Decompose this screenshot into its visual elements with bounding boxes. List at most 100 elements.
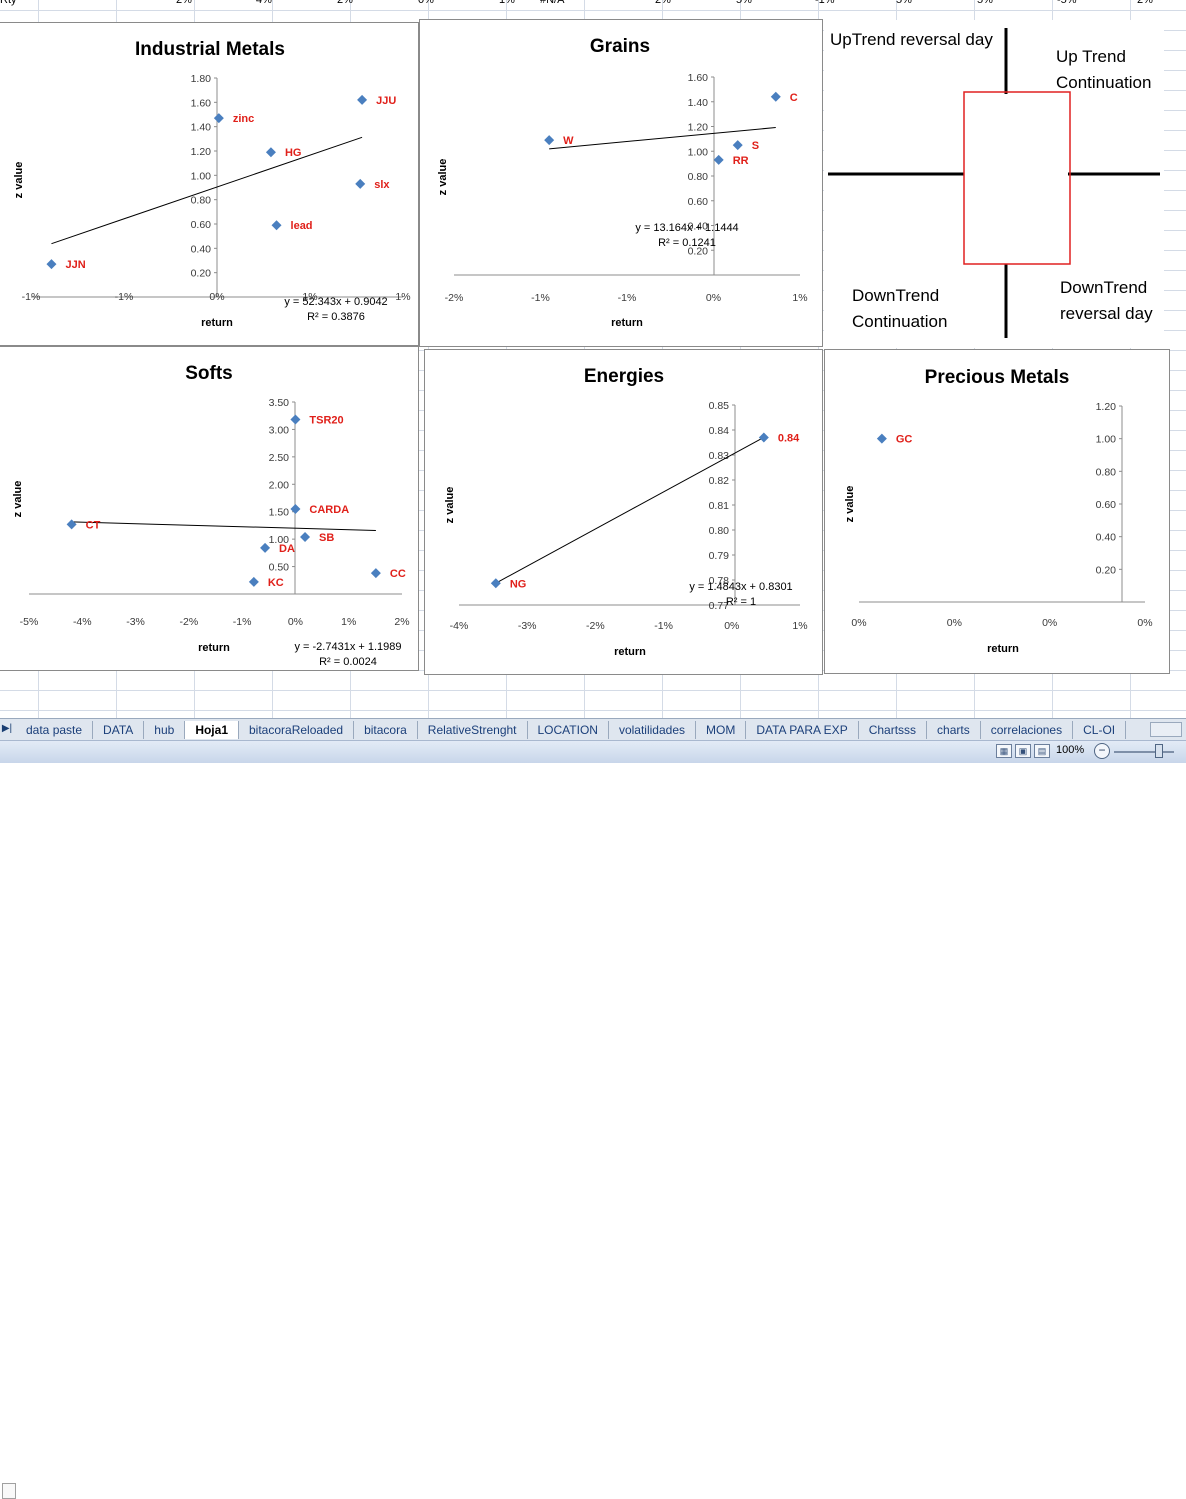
x-tick-label: -2% (586, 620, 605, 632)
y-tick-label: 1.20 (191, 146, 212, 158)
data-point-label: JJN (65, 259, 85, 271)
data-point-label: TSR20 (309, 415, 343, 427)
sheet-tab[interactable]: MOM (696, 721, 747, 739)
chart-precious-metals[interactable]: Precious Metals 0.20 0.40 0.60 0.80 1.00 1.20 0… (824, 349, 1170, 674)
chart-title: Precious Metals (925, 367, 1070, 388)
sheet-tab[interactable]: bitacoraReloaded (239, 721, 355, 739)
y-axis-label: z value (444, 487, 456, 524)
sheet-tab[interactable]: bitacora (354, 721, 418, 739)
x-axis-label: return (611, 317, 643, 329)
x-tick-label: 1% (395, 291, 410, 303)
y-tick-label: 0.60 (1096, 499, 1117, 511)
chart-title: Grains (590, 36, 650, 57)
top-row-cell[interactable]: 4% (256, 0, 272, 6)
data-point-label: slx (374, 179, 390, 191)
top-row-cell[interactable]: 0% (418, 0, 434, 6)
top-row-cell[interactable]: 2% (655, 0, 671, 6)
y-tick-label: 0.60 (191, 219, 212, 231)
y-tick-label: 1.60 (191, 97, 212, 109)
downtrend-continuation-label-1: DownTrend (852, 286, 939, 305)
candle-diagram-svg: UpTrend reversal day Up Trend Continuati… (828, 28, 1160, 338)
top-row-cell[interactable]: -5% (1057, 0, 1077, 6)
zoom-slider-thumb[interactable] (1155, 744, 1163, 758)
zoom-slider[interactable] (1114, 751, 1174, 753)
data-point[interactable] (544, 135, 555, 146)
data-point[interactable] (248, 576, 259, 587)
trendline-r2: R² = 0.0024 (319, 656, 377, 668)
x-tick-label: -2% (445, 292, 464, 304)
zoom-out-button[interactable]: − (1094, 743, 1110, 759)
chart-energies[interactable]: Energies 0.77 0.78 0.79 0.80 0.81 0.82 0.83 0.84… (424, 349, 823, 675)
data-point[interactable] (260, 542, 271, 553)
sheet-tab[interactable]: Hoja1 (185, 721, 239, 739)
sheet-tab[interactable]: LOCATION (527, 721, 609, 739)
top-row-cell[interactable]: -1% (815, 0, 835, 6)
data-point[interactable] (758, 432, 769, 443)
sheet-tab[interactable]: data paste (16, 721, 94, 739)
downtrend-reversal-label-1: DownTrend (1060, 278, 1147, 297)
y-tick-label: 0.20 (1096, 564, 1117, 576)
tab-first-icon[interactable]: ▶| (1, 723, 13, 734)
data-point[interactable] (290, 503, 301, 514)
top-row-cell[interactable]: 5% (736, 0, 752, 6)
data-point[interactable] (271, 220, 282, 231)
y-tick-label: 0.79 (709, 550, 730, 562)
sheet-tab[interactable]: hub (144, 721, 186, 739)
top-row-cell[interactable]: #N/A (540, 0, 565, 6)
y-tick-label: 1.00 (688, 146, 709, 158)
horizontal-scrollbar[interactable] (1150, 722, 1182, 737)
spreadsheet-grid[interactable]: Rty 2% 4% 2% 0% 1% #N/A 2% 5% -1% 5% 5% -5% 2% Indust… (0, 0, 1186, 718)
data-point[interactable] (490, 578, 501, 589)
sheet-tab[interactable]: RelativeStrenght (417, 721, 528, 739)
data-point[interactable] (66, 519, 77, 530)
data-point[interactable] (265, 147, 276, 158)
sheet-tab[interactable]: charts (927, 721, 981, 739)
top-row-cell[interactable]: 2% (176, 0, 192, 6)
chart-title: Softs (185, 363, 233, 384)
x-tick-label: -1% (115, 291, 134, 303)
data-point[interactable] (290, 414, 301, 425)
zoom-level[interactable]: 100% (1056, 744, 1085, 756)
page-layout-button[interactable]: ▣ (1015, 744, 1031, 758)
sheet-tab[interactable]: CL-OI (1073, 721, 1127, 739)
top-row-cell[interactable]: 5% (896, 0, 912, 6)
top-row-cell[interactable]: 2% (1137, 0, 1153, 6)
data-point[interactable] (357, 94, 368, 105)
sheet-tab[interactable]: correlaciones (980, 721, 1074, 739)
data-point[interactable] (713, 154, 724, 165)
y-tick-label: 0.83 (709, 450, 730, 462)
x-tick-label: 0% (724, 620, 739, 632)
chart-grains[interactable]: Grains 0.20 0.40 0.60 0.80 1.00 1.20 1.40 1.60 -2… (419, 19, 823, 347)
data-point[interactable] (300, 531, 311, 542)
chart-softs[interactable]: Softs 0.50 1.00 1.50 2.00 2.50 3.00 3.50 -5% -4% -… (0, 346, 419, 671)
y-tick-label: 2.50 (269, 452, 290, 464)
sheet-tab[interactable]: DATA PARA EXP (746, 721, 859, 739)
y-tick-label: 0.40 (191, 243, 212, 255)
data-point[interactable] (46, 259, 57, 270)
sheet-tab[interactable]: Chartsss (858, 721, 928, 739)
data-point[interactable] (732, 140, 743, 151)
data-point[interactable] (213, 113, 224, 124)
chart-softs-svg: Softs 0.50 1.00 1.50 2.00 2.50 3.00 3.50 -5% -4% -… (12, 363, 410, 668)
x-tick-label: 0% (706, 292, 721, 304)
data-point[interactable] (770, 91, 781, 102)
page-break-button[interactable]: ▤ (1034, 744, 1050, 758)
data-point-label: KC (268, 577, 284, 589)
normal-view-button[interactable]: ▦ (996, 744, 1012, 758)
data-point[interactable] (355, 178, 366, 189)
sheet-tab[interactable]: volatilidades (608, 721, 696, 739)
x-tick-label: 1% (302, 291, 317, 303)
sheet-tab[interactable]: DATA (93, 721, 145, 739)
chart-industrial-metals-svg: Industrial Metals 0.20 0.40 0.60 0.80 1.00 1.2… (13, 39, 411, 329)
top-row-cell[interactable]: 2% (337, 0, 353, 6)
chart-industrial-metals[interactable]: Industrial Metals 0.20 0.40 0.60 0.80 1.00 1.2… (0, 22, 419, 346)
candle-body (963, 91, 1071, 265)
data-point-label: CC (390, 568, 406, 580)
top-row-cell[interactable]: Rty (0, 0, 17, 6)
top-row-cell[interactable]: 5% (977, 0, 993, 6)
x-axis-label: return (198, 642, 230, 654)
data-point-label: DA (279, 543, 295, 555)
top-row-cell[interactable]: 1% (499, 0, 515, 6)
data-point[interactable] (370, 568, 381, 579)
data-point[interactable] (876, 433, 887, 444)
